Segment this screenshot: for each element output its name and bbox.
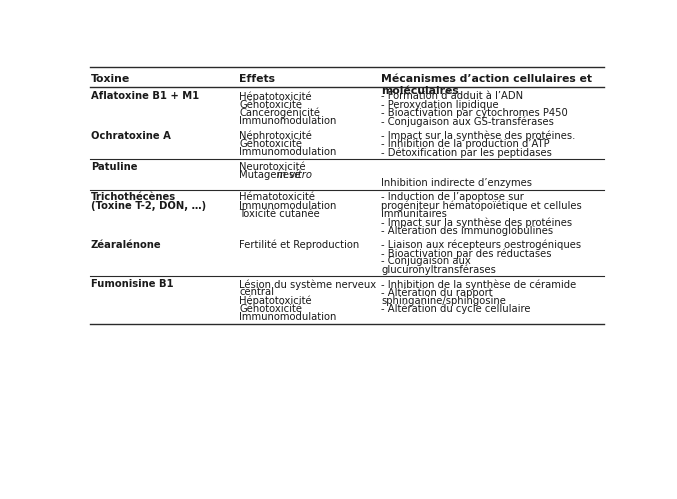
Text: sphinganine/sphingosine: sphinganine/sphingosine xyxy=(381,295,506,305)
Text: Génotoxicité: Génotoxicité xyxy=(240,100,303,110)
Text: Hépatotoxicité: Hépatotoxicité xyxy=(240,91,312,102)
Text: Patuline: Patuline xyxy=(91,162,137,172)
Text: Hépatotoxicité: Hépatotoxicité xyxy=(240,295,312,306)
Text: - Altération du cycle cellulaire: - Altération du cycle cellulaire xyxy=(381,304,531,314)
Text: - Formation d’adduit à l’ADN: - Formation d’adduit à l’ADN xyxy=(381,91,523,101)
Text: Inhibition indirecte d’enzymes: Inhibition indirecte d’enzymes xyxy=(381,178,532,188)
Text: Immunomodulation: Immunomodulation xyxy=(240,116,336,126)
Text: Hématotoxicité: Hématotoxicité xyxy=(240,193,315,203)
Text: - Impact sur la synthèse des protéines: - Impact sur la synthèse des protéines xyxy=(381,217,572,228)
Text: Neurotoxicité: Neurotoxicité xyxy=(240,162,306,172)
Text: - Bioactivation par des réductases: - Bioactivation par des réductases xyxy=(381,248,552,258)
Text: Génotoxicité: Génotoxicité xyxy=(240,139,303,149)
Text: (Toxine T-2, DON, …): (Toxine T-2, DON, …) xyxy=(91,201,206,211)
Text: - Inhibition de la production d’ATP: - Inhibition de la production d’ATP xyxy=(381,139,550,149)
Text: - Altération des immunoglobulines: - Altération des immunoglobulines xyxy=(381,226,553,236)
Text: Mutagenèse: Mutagenèse xyxy=(240,170,304,180)
Text: - Impact sur la synthèse des protéines.: - Impact sur la synthèse des protéines. xyxy=(381,131,575,141)
Text: Lésion du système nerveux: Lésion du système nerveux xyxy=(240,279,376,289)
Text: Aflatoxine B1 + M1: Aflatoxine B1 + M1 xyxy=(91,91,199,101)
Text: - Conjugaison aux: - Conjugaison aux xyxy=(381,256,471,266)
Text: Immunomodulation: Immunomodulation xyxy=(240,147,336,157)
Text: Néphrotoxicité: Néphrotoxicité xyxy=(240,131,312,141)
Text: Trichothécènes: Trichothécènes xyxy=(91,193,176,203)
Text: - Détoxification par les peptidases: - Détoxification par les peptidases xyxy=(381,147,552,158)
Text: glucuronyltransférases: glucuronyltransférases xyxy=(381,264,496,275)
Text: - Bioactivation par cytochromes P450: - Bioactivation par cytochromes P450 xyxy=(381,108,568,118)
Text: - Induction de l’apoptose sur: - Induction de l’apoptose sur xyxy=(381,193,524,203)
Text: immunitaires: immunitaires xyxy=(381,209,447,219)
Text: Effets: Effets xyxy=(240,74,276,84)
Text: Fertilité et Reproduction: Fertilité et Reproduction xyxy=(240,240,359,250)
Text: - Conjugaison aux GS-transférases: - Conjugaison aux GS-transférases xyxy=(381,116,554,127)
Text: Ochratoxine A: Ochratoxine A xyxy=(91,131,171,141)
Text: Immunomodulation: Immunomodulation xyxy=(240,312,336,322)
Text: Fumonisine B1: Fumonisine B1 xyxy=(91,279,173,289)
Text: Immunomodulation: Immunomodulation xyxy=(240,201,336,211)
Text: - Peroxydation lipidique: - Peroxydation lipidique xyxy=(381,100,499,110)
Text: progéniteur hématopoïétique et cellules: progéniteur hématopoïétique et cellules xyxy=(381,201,582,211)
Text: Mécanismes d’action cellulaires et
moléculaires: Mécanismes d’action cellulaires et moléc… xyxy=(381,74,592,96)
Text: Génotoxicité: Génotoxicité xyxy=(240,304,303,314)
Text: central: central xyxy=(240,287,274,297)
Text: - Inhibition de la synthèse de céramide: - Inhibition de la synthèse de céramide xyxy=(381,279,576,289)
Text: - Altération du rapport: - Altération du rapport xyxy=(381,287,493,298)
Text: in vitro: in vitro xyxy=(277,170,312,180)
Text: Cancérogénicité: Cancérogénicité xyxy=(240,108,320,118)
Text: Toxine: Toxine xyxy=(91,74,130,84)
Text: - Liaison aux récepteurs oestrogéniques: - Liaison aux récepteurs oestrogéniques xyxy=(381,240,581,250)
Text: Toxicité cutanée: Toxicité cutanée xyxy=(240,209,320,219)
Text: Zéaralénone: Zéaralénone xyxy=(91,240,162,250)
